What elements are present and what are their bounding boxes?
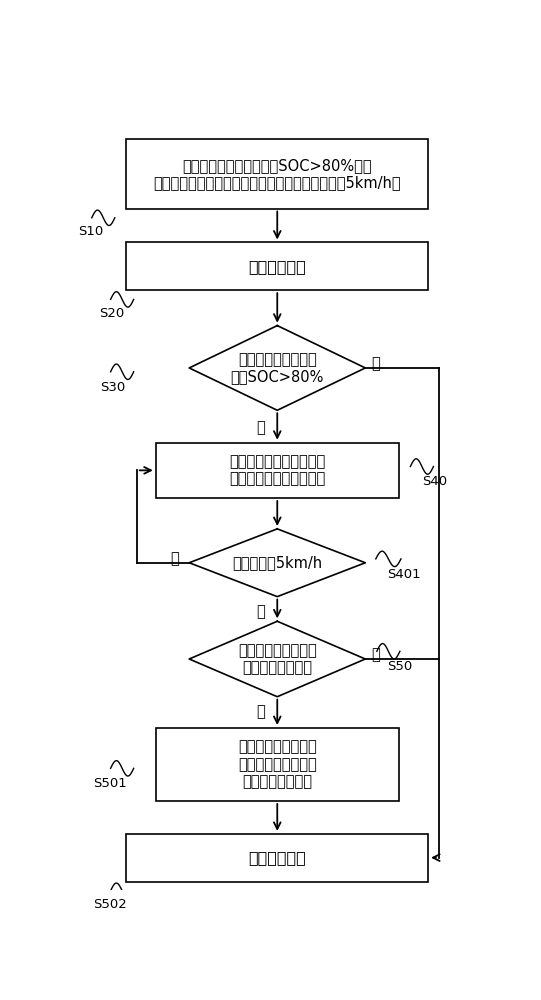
Text: S401: S401 (387, 568, 421, 581)
Text: 设定电池的高容量范围（SOC>80%）、
发动机的熄火转速值、怠速保持时间、预定车速（5km/h）: 设定电池的高容量范围（SOC>80%）、 发动机的熄火转速值、怠速保持时间、预定… (154, 158, 401, 190)
Bar (156, 443, 399, 498)
Bar (127, 139, 428, 209)
Text: S20: S20 (99, 307, 124, 320)
Text: S40: S40 (422, 475, 447, 488)
Text: 是: 是 (256, 705, 265, 720)
Text: 车速降低至5km/h: 车速降低至5km/h (232, 555, 322, 570)
Text: 是: 是 (256, 605, 265, 620)
Text: 发动机的当前转速是
否大于熄火转速值: 发动机的当前转速是 否大于熄火转速值 (238, 643, 316, 675)
Text: 不执行熄火指令，使发动
机与离合器保持结合状态: 不执行熄火指令，使发动 机与离合器保持结合状态 (229, 454, 325, 487)
Text: S502: S502 (93, 898, 127, 911)
Bar (156, 728, 399, 801)
Text: S30: S30 (100, 381, 126, 394)
Text: 执行熄火指令: 执行熄火指令 (248, 850, 306, 865)
Text: 否: 否 (372, 648, 380, 663)
Text: S10: S10 (78, 225, 103, 238)
Text: S501: S501 (93, 777, 127, 790)
Bar (127, 834, 428, 882)
Text: 收到熄火指令: 收到熄火指令 (248, 259, 306, 274)
Text: 分离离合器以使发动
机保持怠速状态，并
维持怠速保持时间: 分离离合器以使发动 机保持怠速状态，并 维持怠速保持时间 (238, 740, 316, 789)
Text: 是: 是 (256, 420, 265, 435)
Bar (127, 242, 428, 290)
Text: 否: 否 (170, 551, 179, 566)
Text: 当前处于减速工况；
且，SOC>80%: 当前处于减速工况； 且，SOC>80% (230, 352, 324, 384)
Text: 否: 否 (372, 357, 380, 372)
Text: S50: S50 (387, 660, 412, 673)
